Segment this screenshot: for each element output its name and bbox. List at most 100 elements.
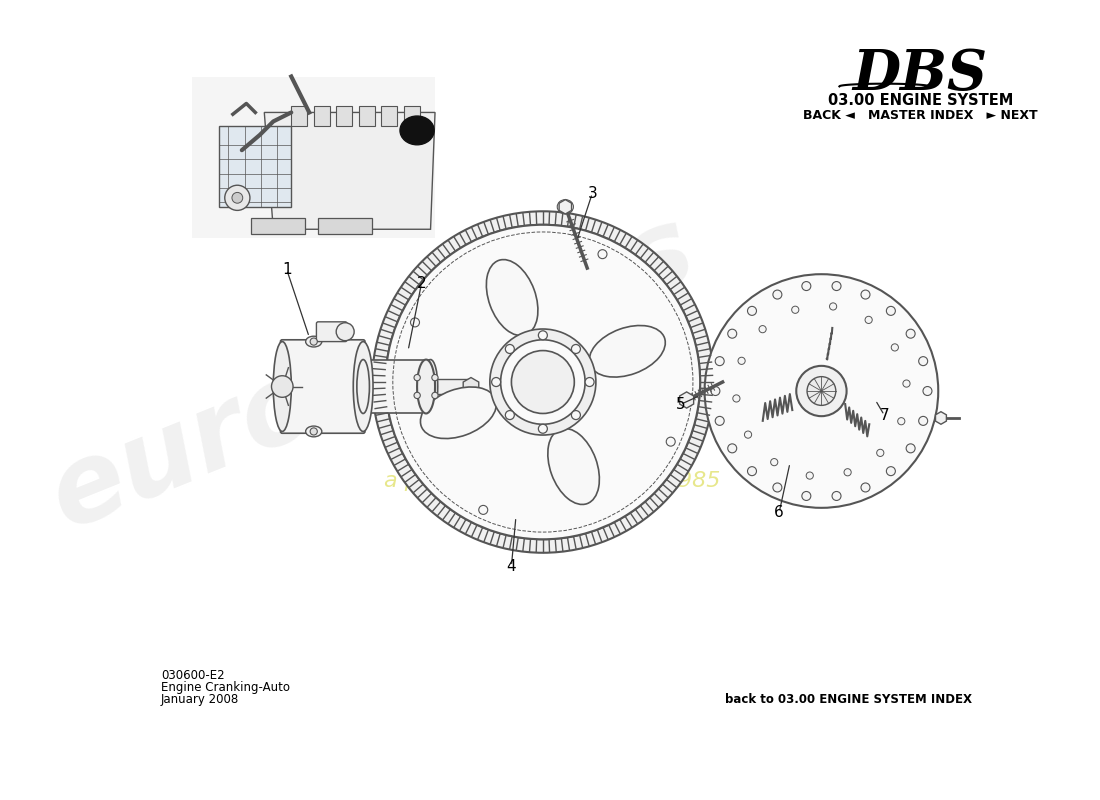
Circle shape — [571, 345, 581, 354]
Circle shape — [224, 186, 250, 210]
Circle shape — [891, 344, 899, 351]
Ellipse shape — [273, 342, 292, 431]
Bar — [184, 81, 434, 247]
Circle shape — [861, 483, 870, 492]
Circle shape — [861, 290, 870, 299]
Bar — [363, 359, 430, 414]
Circle shape — [792, 306, 799, 314]
Bar — [192, 77, 434, 238]
Circle shape — [272, 376, 293, 398]
Circle shape — [232, 193, 243, 203]
Bar — [318, 218, 372, 234]
Text: Engine Cranking-Auto: Engine Cranking-Auto — [161, 681, 290, 694]
Circle shape — [918, 357, 927, 366]
Circle shape — [585, 378, 594, 386]
Circle shape — [414, 392, 420, 398]
Text: DBS: DBS — [852, 47, 988, 102]
Circle shape — [923, 386, 932, 395]
Ellipse shape — [590, 326, 666, 377]
Circle shape — [337, 322, 354, 341]
Circle shape — [844, 469, 851, 476]
Ellipse shape — [356, 359, 370, 414]
Text: 3: 3 — [587, 186, 597, 201]
Ellipse shape — [400, 116, 434, 145]
Circle shape — [773, 483, 782, 492]
Circle shape — [832, 491, 842, 501]
Circle shape — [432, 392, 438, 398]
Circle shape — [802, 282, 811, 290]
Circle shape — [877, 450, 884, 457]
Circle shape — [538, 424, 548, 434]
FancyBboxPatch shape — [317, 322, 346, 342]
Circle shape — [715, 416, 724, 426]
Bar — [314, 106, 330, 126]
Text: 03.00 ENGINE SYSTEM: 03.00 ENGINE SYSTEM — [827, 94, 1013, 108]
Polygon shape — [264, 113, 434, 230]
Circle shape — [711, 386, 719, 395]
Circle shape — [414, 374, 420, 381]
Ellipse shape — [548, 429, 600, 505]
Circle shape — [505, 410, 515, 419]
Circle shape — [738, 358, 745, 365]
Circle shape — [728, 444, 737, 453]
Circle shape — [832, 282, 842, 290]
Circle shape — [759, 326, 767, 333]
Circle shape — [898, 418, 905, 425]
Ellipse shape — [306, 426, 322, 437]
Circle shape — [771, 458, 778, 466]
Circle shape — [733, 395, 740, 402]
Circle shape — [807, 377, 836, 406]
Ellipse shape — [306, 336, 322, 347]
Circle shape — [598, 250, 607, 258]
Circle shape — [906, 444, 915, 453]
Circle shape — [505, 345, 515, 354]
Circle shape — [667, 437, 675, 446]
Circle shape — [745, 431, 751, 438]
FancyBboxPatch shape — [219, 126, 292, 207]
Circle shape — [903, 380, 910, 387]
Circle shape — [748, 306, 757, 315]
Circle shape — [802, 491, 811, 501]
Text: a passion for parts since 1985: a passion for parts since 1985 — [384, 471, 720, 491]
Text: eurospares: eurospares — [34, 195, 710, 550]
Ellipse shape — [424, 359, 438, 414]
Circle shape — [829, 303, 837, 310]
Text: 5: 5 — [675, 397, 685, 412]
Text: January 2008: January 2008 — [161, 693, 239, 706]
Bar — [337, 106, 352, 126]
Text: 7: 7 — [880, 408, 889, 422]
Bar — [292, 106, 307, 126]
Circle shape — [773, 290, 782, 299]
Circle shape — [887, 466, 895, 476]
Text: back to 03.00 ENGINE SYSTEM INDEX: back to 03.00 ENGINE SYSTEM INDEX — [725, 693, 972, 706]
Ellipse shape — [486, 259, 538, 335]
Text: BACK ◄   MASTER INDEX   ► NEXT: BACK ◄ MASTER INDEX ► NEXT — [803, 109, 1037, 122]
Circle shape — [865, 316, 872, 323]
Circle shape — [571, 410, 581, 419]
Bar — [430, 379, 471, 394]
Circle shape — [538, 331, 548, 340]
Bar — [359, 106, 375, 126]
Circle shape — [806, 472, 813, 479]
Circle shape — [310, 428, 317, 435]
Text: 6: 6 — [774, 505, 784, 520]
Circle shape — [310, 338, 317, 345]
FancyBboxPatch shape — [280, 340, 365, 434]
Bar — [251, 218, 305, 234]
Ellipse shape — [353, 342, 373, 431]
Circle shape — [887, 306, 895, 315]
Text: 1: 1 — [282, 262, 292, 278]
Circle shape — [796, 366, 847, 416]
Ellipse shape — [420, 387, 496, 438]
Ellipse shape — [417, 359, 434, 414]
Circle shape — [492, 378, 500, 386]
Circle shape — [705, 274, 938, 508]
Circle shape — [748, 466, 757, 476]
Circle shape — [728, 329, 737, 338]
Circle shape — [478, 506, 487, 514]
Bar — [381, 106, 397, 126]
Circle shape — [386, 225, 700, 539]
Circle shape — [906, 329, 915, 338]
Text: 2: 2 — [417, 276, 427, 290]
Circle shape — [410, 318, 419, 327]
